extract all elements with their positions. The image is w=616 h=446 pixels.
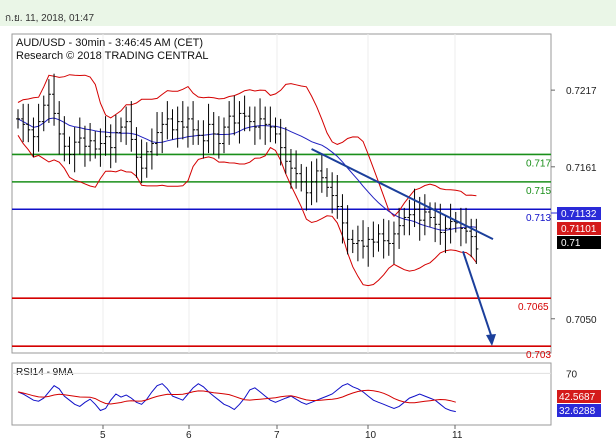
price-panel-frame	[11, 33, 552, 354]
level-label: 0.717	[526, 158, 551, 169]
chart-title: AUD/USD - 30min - 3:46:45 AM (CET)	[16, 37, 203, 49]
x-tick-label: 11	[452, 430, 463, 441]
forecast-arrow-head	[486, 334, 496, 347]
rsi-title: RSI14 - 9MA	[16, 367, 74, 378]
y-tick-label: 0.7217	[566, 86, 597, 97]
level-label: 0.7065	[518, 302, 549, 313]
rsi-badge-label: 42.5687	[559, 392, 596, 403]
bollinger-lower-band	[17, 135, 477, 287]
x-tick-label: 7	[274, 430, 280, 441]
level-label: 0.713	[526, 213, 551, 224]
y-tick-label: 0.7050	[566, 315, 597, 326]
rsi-panel-frame	[11, 362, 552, 426]
rsi-badge	[557, 404, 601, 417]
price-badge	[557, 207, 601, 220]
timestamp-bar: ก.ย. 11, 2018, 01:47	[0, 0, 616, 26]
price-badge-label: 0.71	[561, 238, 581, 249]
rsi-badge-label: 32.6288	[559, 406, 596, 417]
price-badge-label: 0.71132	[561, 209, 597, 220]
rsi-y-tick-label: 70	[566, 369, 578, 380]
x-tick-label: 5	[100, 430, 106, 441]
bollinger-upper-band	[17, 74, 477, 218]
rsi-ma-line	[17, 389, 456, 405]
x-tick-label: 10	[365, 430, 377, 441]
rsi-badge	[557, 390, 601, 403]
x-tick-label: 6	[186, 430, 192, 441]
y-tick-label: 0.7161	[566, 163, 597, 174]
level-label: 0.703	[526, 350, 551, 361]
price-badge	[557, 222, 601, 235]
moving-average-line	[17, 117, 477, 231]
chart-subtitle: Research © 2018 TRADING CENTRAL	[16, 50, 209, 62]
downtrend-line	[311, 148, 494, 241]
timestamp-label: ก.ย. 11, 2018, 01:47	[5, 13, 95, 24]
price-badge-label: 0.71101	[561, 224, 597, 235]
forecast-arrow-line	[462, 251, 493, 339]
price-chart-svg[interactable]: 5 6 7 10 110.72170.71610.70500.7170.7150.713…	[0, 26, 616, 446]
rsi-line	[17, 383, 456, 413]
price-badge	[557, 236, 601, 249]
level-label: 0.715	[526, 186, 551, 197]
